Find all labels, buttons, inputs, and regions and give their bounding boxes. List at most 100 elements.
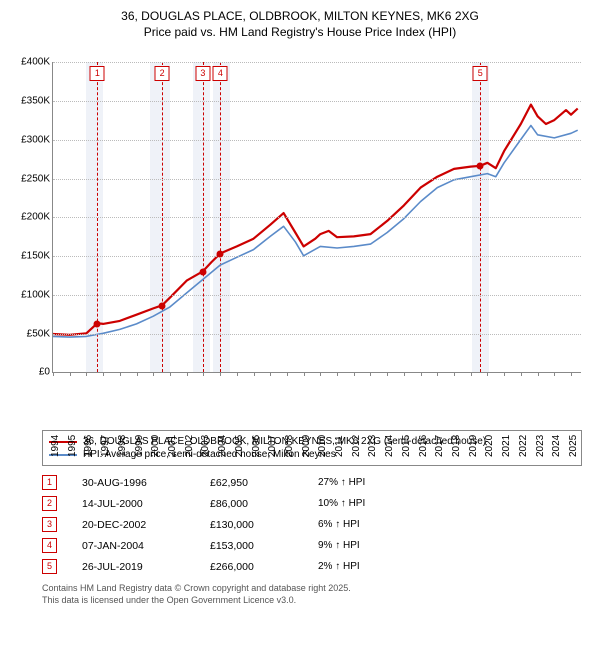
sale-row: 130-AUG-1996£62,95027% ↑ HPI (42, 472, 582, 493)
gridline (53, 217, 581, 218)
x-tick-label: 2023 (535, 435, 546, 457)
x-tick-label: 2002 (184, 435, 195, 457)
series-hpi (53, 126, 578, 338)
x-tick (504, 372, 505, 376)
sale-row: 407-JAN-2004£153,0009% ↑ HPI (42, 535, 582, 556)
x-tick (287, 372, 288, 376)
sale-marker-number: 4 (213, 66, 228, 81)
x-tick-label: 2004 (217, 435, 228, 457)
x-tick (220, 372, 221, 376)
sale-marker-number: 3 (195, 66, 210, 81)
x-tick-label: 2010 (317, 435, 328, 457)
x-tick (53, 372, 54, 376)
x-tick-label: 1994 (50, 435, 61, 457)
x-tick-label: 2016 (418, 435, 429, 457)
footer-line-2: This data is licensed under the Open Gov… (42, 595, 582, 607)
x-tick (137, 372, 138, 376)
y-tick-label: £0 (12, 367, 50, 378)
sale-date: 20-DEC-2002 (82, 519, 192, 531)
sale-marker-dot (199, 268, 206, 275)
x-tick (487, 372, 488, 376)
sale-row-number: 5 (42, 559, 57, 574)
x-tick-label: 2009 (301, 435, 312, 457)
sale-marker-dot (217, 250, 224, 257)
x-tick-label: 2021 (501, 435, 512, 457)
x-tick-label: 2022 (518, 435, 529, 457)
sale-date: 26-JUL-2019 (82, 561, 192, 573)
title-line-1: 36, DOUGLAS PLACE, OLDBROOK, MILTON KEYN… (10, 8, 590, 24)
sale-delta: 10% ↑ HPI (318, 498, 428, 509)
sale-date: 07-JAN-2004 (82, 540, 192, 552)
sale-price: £266,000 (210, 561, 300, 573)
x-tick-label: 2000 (150, 435, 161, 457)
y-tick-label: £150K (12, 251, 50, 262)
x-tick (203, 372, 204, 376)
x-tick-label: 2006 (251, 435, 262, 457)
x-tick-label: 2025 (568, 435, 579, 457)
footer-line-1: Contains HM Land Registry data © Crown c… (42, 583, 582, 595)
x-tick (437, 372, 438, 376)
gridline (53, 334, 581, 335)
x-tick (254, 372, 255, 376)
gridline (53, 295, 581, 296)
x-tick (153, 372, 154, 376)
sale-row: 5 26-JUL-2019 £266,000 2% ↑ HPI (42, 556, 582, 577)
x-tick (521, 372, 522, 376)
x-tick (370, 372, 371, 376)
x-tick (337, 372, 338, 376)
gridline (53, 62, 581, 63)
x-tick-label: 2005 (234, 435, 245, 457)
sale-date: 14-JUL-2000 (82, 498, 192, 510)
y-tick-label: £350K (12, 96, 50, 107)
y-tick-label: £300K (12, 134, 50, 145)
x-tick (103, 372, 104, 376)
sale-marker-number: 1 (90, 66, 105, 81)
y-tick-label: £250K (12, 173, 50, 184)
x-tick (354, 372, 355, 376)
x-tick (471, 372, 472, 376)
x-tick (70, 372, 71, 376)
x-tick-label: 1996 (83, 435, 94, 457)
sale-delta: 6% ↑ HPI (318, 519, 428, 530)
x-tick (421, 372, 422, 376)
sale-row-number: 1 (42, 475, 57, 490)
x-tick (86, 372, 87, 376)
x-tick-label: 2014 (384, 435, 395, 457)
x-tick (404, 372, 405, 376)
x-tick-label: 2008 (284, 435, 295, 457)
x-tick-label: 2017 (434, 435, 445, 457)
x-tick-label: 2003 (200, 435, 211, 457)
sale-row: 3 20-DEC-2002 £130,000 6% ↑ HPI (42, 514, 582, 535)
sale-delta: 27% ↑ HPI (318, 477, 428, 488)
sale-marker-dot (94, 320, 101, 327)
gridline (53, 256, 581, 257)
sale-marker-number: 5 (473, 66, 488, 81)
x-tick (237, 372, 238, 376)
x-tick-label: 2011 (334, 436, 345, 458)
chart: 12345 £0£50K£100K£150K£200K£250K£300K£35… (10, 44, 590, 424)
footer: Contains HM Land Registry data © Crown c… (42, 583, 582, 606)
x-tick (120, 372, 121, 376)
sale-marker-dot (477, 163, 484, 170)
sale-row-number: 3 (42, 517, 57, 532)
x-tick-label: 2018 (451, 435, 462, 457)
sale-marker-number: 2 (155, 66, 170, 81)
sale-price: £153,000 (210, 540, 300, 552)
x-tick (538, 372, 539, 376)
plot-area: 1 2 34 5 (52, 62, 581, 373)
x-tick-label: 1998 (117, 435, 128, 457)
x-tick-label: 1997 (100, 435, 111, 457)
gridline (53, 140, 581, 141)
y-tick-label: £200K (12, 212, 50, 223)
sale-delta: 2% ↑ HPI (318, 561, 428, 572)
x-tick-label: 2013 (367, 435, 378, 457)
x-tick-label: 1995 (67, 435, 78, 457)
y-tick-label: £50K (12, 328, 50, 339)
sale-price: £62,950 (210, 477, 300, 489)
y-tick-label: £400K (12, 57, 50, 68)
x-tick (387, 372, 388, 376)
sale-price: £130,000 (210, 519, 300, 531)
title-line-2: Price paid vs. HM Land Registry's House … (10, 24, 590, 40)
x-tick-label: 2020 (484, 435, 495, 457)
gridline (53, 179, 581, 180)
